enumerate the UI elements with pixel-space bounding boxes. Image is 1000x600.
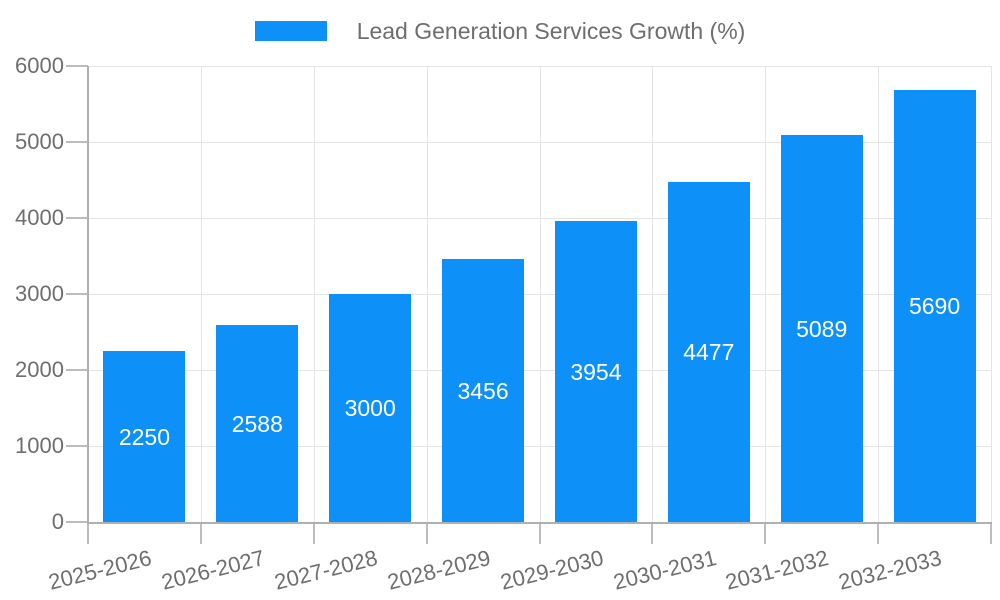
bar-value-label: 5690 <box>908 292 961 319</box>
bar-value-label: 2588 <box>231 410 283 437</box>
x-tick <box>425 522 428 544</box>
chart-legend[interactable]: Lead Generation Services Growth (%) <box>0 18 1000 44</box>
bar[interactable] <box>329 294 412 522</box>
gridline-x <box>426 66 428 522</box>
legend-swatch <box>254 21 327 41</box>
bar-value-label: 2250 <box>118 423 171 450</box>
gridline-x <box>991 66 992 522</box>
y-tick <box>66 217 88 219</box>
x-tick-label: 2030-2031 <box>610 545 719 595</box>
x-tick-label: 2029-2030 <box>497 545 606 595</box>
bar[interactable] <box>893 89 976 522</box>
x-tick-label: 2027-2028 <box>271 545 380 595</box>
y-tick-label: 5000 <box>15 129 64 154</box>
gridline-x <box>200 66 202 522</box>
x-tick-label: 2031-2032 <box>723 545 832 595</box>
plot-area <box>88 66 992 522</box>
gridline-x <box>878 66 880 522</box>
x-tick-label: 2026-2027 <box>158 545 268 595</box>
y-tick <box>66 369 88 371</box>
bar[interactable] <box>103 351 186 522</box>
x-tick <box>538 522 541 544</box>
y-tick <box>66 141 88 143</box>
x-tick <box>651 522 654 544</box>
x-tick <box>312 522 315 544</box>
y-axis-line <box>87 66 89 524</box>
y-tick <box>66 293 88 295</box>
gridline-x <box>652 66 654 522</box>
x-tick <box>990 522 992 544</box>
bar-value-label: 4477 <box>683 338 735 365</box>
bar-value-label: 3000 <box>344 395 396 421</box>
x-tick-label: 2032-2033 <box>836 545 945 595</box>
bar-value-label: 5089 <box>796 315 848 342</box>
y-tick-label: 4000 <box>15 205 64 230</box>
gridline-x <box>765 66 767 522</box>
y-tick-label: 2000 <box>15 357 64 382</box>
y-tick-label: 1000 <box>15 433 64 458</box>
x-tick <box>764 522 767 544</box>
x-tick <box>87 522 89 544</box>
legend-label: Lead Generation Services Growth (%) <box>356 18 746 44</box>
x-tick-label: 2028-2029 <box>384 545 493 595</box>
gridline-x <box>313 66 315 522</box>
x-tick-label: 2025-2026 <box>46 545 155 595</box>
y-tick-label: 3000 <box>15 281 64 306</box>
bar[interactable] <box>667 181 750 522</box>
bar-value-label: 3954 <box>570 358 622 385</box>
x-tick <box>877 522 880 544</box>
x-tick <box>199 522 202 544</box>
bar[interactable] <box>780 135 863 522</box>
bar[interactable] <box>554 221 637 522</box>
bar[interactable] <box>216 325 299 522</box>
bar-value-label: 3456 <box>457 377 509 404</box>
x-axis-line <box>87 522 992 524</box>
y-tick <box>66 521 88 523</box>
y-tick <box>66 65 88 67</box>
y-tick <box>66 445 88 447</box>
gridline-x <box>539 66 541 522</box>
y-tick-label: 0 <box>51 509 64 534</box>
bar[interactable] <box>442 259 525 522</box>
y-tick-label: 6000 <box>15 53 64 78</box>
